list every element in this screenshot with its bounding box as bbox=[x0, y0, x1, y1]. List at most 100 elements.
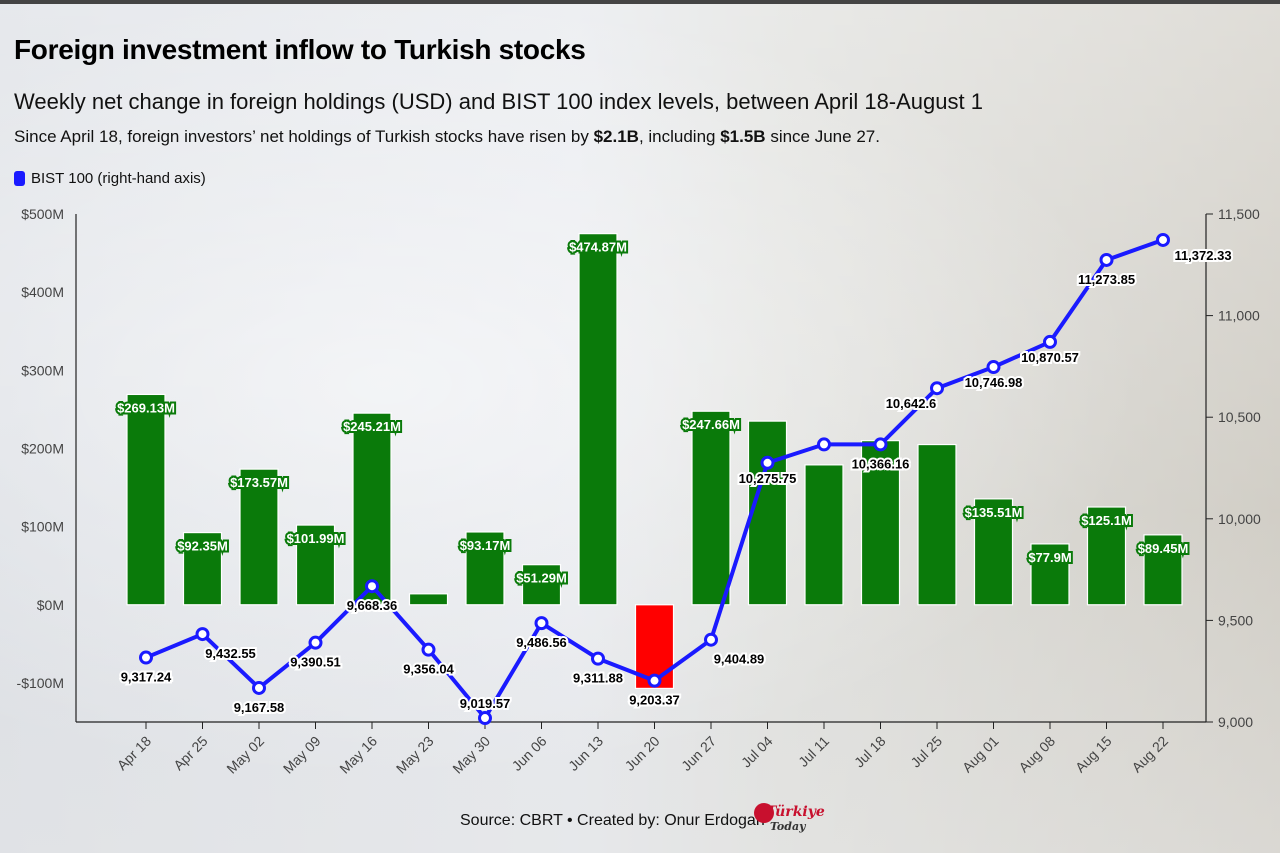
bist100-label: 9,019.57 bbox=[460, 696, 511, 711]
bar bbox=[1086, 506, 1127, 606]
bar-label: $51.29M bbox=[516, 571, 567, 586]
x-tick-label: May 16 bbox=[336, 733, 380, 777]
bist100-point bbox=[195, 627, 210, 642]
x-tick-label: Jun 13 bbox=[565, 733, 606, 774]
bist100-label: 10,746.98 bbox=[965, 375, 1023, 390]
chart-title: Foreign investment inflow to Turkish sto… bbox=[14, 34, 586, 65]
bar bbox=[860, 440, 901, 606]
bar bbox=[804, 464, 844, 606]
bist100-point bbox=[139, 650, 153, 665]
bar bbox=[521, 564, 562, 606]
note-suffix: since June 27. bbox=[765, 127, 880, 146]
bist100-label: 9,486.56 bbox=[516, 635, 567, 650]
bist100-label: 11,273.85 bbox=[1078, 272, 1135, 287]
bist100-label: 9,317.24 bbox=[121, 670, 172, 685]
x-tick-label: Jun 06 bbox=[509, 733, 550, 774]
bar-label: $101.99M bbox=[287, 531, 345, 546]
bist100-label: 9,668.36 bbox=[347, 598, 398, 613]
note-prefix: Since April 18, foreign investors’ net h… bbox=[14, 127, 594, 146]
bar bbox=[1143, 534, 1183, 606]
bar bbox=[578, 233, 618, 606]
bar-label: $125.1M bbox=[1081, 513, 1132, 528]
bist100-label: 9,203.37 bbox=[629, 693, 680, 708]
bar-label: $247.66M bbox=[682, 417, 740, 432]
bar-label: $77.9M bbox=[1028, 550, 1071, 565]
x-tick-label: Apr 18 bbox=[114, 733, 155, 774]
x-tick-label: May 30 bbox=[449, 733, 493, 777]
x-tick-label: May 23 bbox=[393, 733, 437, 777]
right-tick-label: 11,500 bbox=[1218, 206, 1260, 222]
bist100-label: 10,275.75 bbox=[739, 471, 797, 486]
bist100-point bbox=[760, 455, 775, 470]
x-tick-label: Jun 20 bbox=[622, 733, 663, 774]
bar-label: $89.45M bbox=[1138, 541, 1189, 556]
bist100-point bbox=[704, 632, 718, 647]
x-tick-label: Jun 27 bbox=[678, 733, 719, 774]
bar-label: $92.35M bbox=[177, 539, 228, 554]
left-tick-label: $200M bbox=[21, 440, 64, 456]
bist100-point bbox=[252, 680, 266, 695]
turkiye-today-logo: Türkiye Today bbox=[752, 800, 825, 840]
bar-label: $474.87M bbox=[569, 240, 627, 255]
bist100-label: 9,404.89 bbox=[714, 652, 765, 667]
bist100-point bbox=[1156, 232, 1170, 247]
x-tick-label: Jul 18 bbox=[851, 733, 889, 771]
bist100-point bbox=[308, 635, 323, 650]
note-total: $2.1B bbox=[593, 127, 639, 146]
bar bbox=[917, 443, 957, 606]
bist100-label: 10,870.57 bbox=[1021, 350, 1079, 365]
right-tick-label: 10,000 bbox=[1218, 511, 1261, 527]
bist100-label: 10,366.16 bbox=[852, 456, 910, 471]
bist100-point bbox=[534, 616, 549, 631]
bar-label: $245.21M bbox=[343, 419, 401, 434]
x-tick-label: Aug 01 bbox=[959, 733, 1002, 776]
bar bbox=[1030, 543, 1070, 606]
right-tick-label: 9,500 bbox=[1218, 612, 1253, 628]
chart-note: Since April 18, foreign investors’ net h… bbox=[14, 127, 880, 147]
x-tick-label: Jul 04 bbox=[738, 733, 776, 771]
left-tick-label: -$100M bbox=[17, 675, 64, 691]
bar-label: $135.51M bbox=[965, 505, 1023, 520]
source-credit: Source: CBRT • Created by: Onur Erdogan bbox=[460, 812, 765, 829]
logo-text-bottom: Today bbox=[770, 820, 806, 833]
x-tick-label: May 09 bbox=[280, 733, 324, 777]
bist100-point bbox=[647, 673, 662, 688]
bist100-point bbox=[817, 437, 831, 452]
left-tick-label: $100M bbox=[21, 519, 64, 535]
note-middle: , including bbox=[638, 127, 721, 146]
bist100-point bbox=[478, 711, 492, 726]
bar bbox=[691, 410, 731, 606]
bist100-label: 9,167.58 bbox=[234, 700, 285, 715]
bar bbox=[352, 412, 392, 606]
top-border bbox=[0, 0, 1280, 4]
bist100-point bbox=[365, 579, 379, 594]
bar bbox=[295, 524, 336, 606]
bar bbox=[973, 498, 1014, 606]
x-tick-label: May 02 bbox=[223, 733, 267, 777]
right-tick-label: 9,000 bbox=[1218, 714, 1253, 730]
x-tick-label: Jul 25 bbox=[907, 733, 945, 771]
bist100-point bbox=[591, 651, 605, 666]
bar-label: $173.57M bbox=[230, 475, 288, 490]
bar bbox=[465, 531, 505, 606]
bist100-label: 9,390.51 bbox=[290, 655, 341, 670]
bist100-point bbox=[1043, 334, 1057, 349]
bist100-label: 9,311.88 bbox=[573, 671, 623, 686]
bist100-point bbox=[986, 360, 1001, 375]
x-tick-label: Jul 11 bbox=[795, 733, 832, 770]
left-tick-label: $400M bbox=[21, 284, 64, 300]
bar bbox=[747, 420, 788, 606]
left-tick-label: $0M bbox=[37, 597, 64, 613]
bist100-point bbox=[1099, 252, 1114, 267]
left-tick-label: $300M bbox=[21, 362, 64, 378]
bar-label: $93.17M bbox=[460, 538, 511, 553]
bist100-point bbox=[930, 381, 944, 396]
bist100-label: 9,432.55 bbox=[205, 646, 256, 661]
bar bbox=[126, 393, 166, 606]
right-tick-label: 11,000 bbox=[1218, 308, 1260, 324]
logo-mark bbox=[754, 803, 774, 823]
x-tick-label: Aug 08 bbox=[1015, 733, 1058, 776]
chart-subtitle: Weekly net change in foreign holdings (U… bbox=[14, 89, 983, 114]
note-recent: $1.5B bbox=[720, 127, 766, 146]
